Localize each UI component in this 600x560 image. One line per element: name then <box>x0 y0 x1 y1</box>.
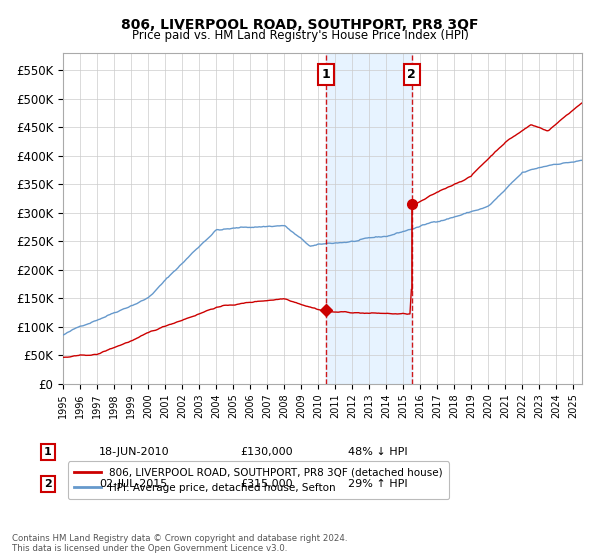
Bar <box>326 53 412 384</box>
Text: 1: 1 <box>322 68 331 81</box>
Text: 29% ↑ HPI: 29% ↑ HPI <box>348 479 407 489</box>
Text: 2: 2 <box>407 68 416 81</box>
Text: 2: 2 <box>44 479 52 489</box>
Text: 1: 1 <box>44 447 52 457</box>
Legend: 806, LIVERPOOL ROAD, SOUTHPORT, PR8 3QF (detached house), HPI: Average price, de: 806, LIVERPOOL ROAD, SOUTHPORT, PR8 3QF … <box>68 461 449 499</box>
Text: Contains HM Land Registry data © Crown copyright and database right 2024.
This d: Contains HM Land Registry data © Crown c… <box>12 534 347 553</box>
Text: £130,000: £130,000 <box>240 447 293 457</box>
Text: Price paid vs. HM Land Registry's House Price Index (HPI): Price paid vs. HM Land Registry's House … <box>131 29 469 42</box>
Text: 806, LIVERPOOL ROAD, SOUTHPORT, PR8 3QF: 806, LIVERPOOL ROAD, SOUTHPORT, PR8 3QF <box>121 18 479 32</box>
Text: 18-JUN-2010: 18-JUN-2010 <box>99 447 170 457</box>
Text: £315,000: £315,000 <box>240 479 293 489</box>
Text: 02-JUL-2015: 02-JUL-2015 <box>99 479 167 489</box>
Text: 48% ↓ HPI: 48% ↓ HPI <box>348 447 407 457</box>
